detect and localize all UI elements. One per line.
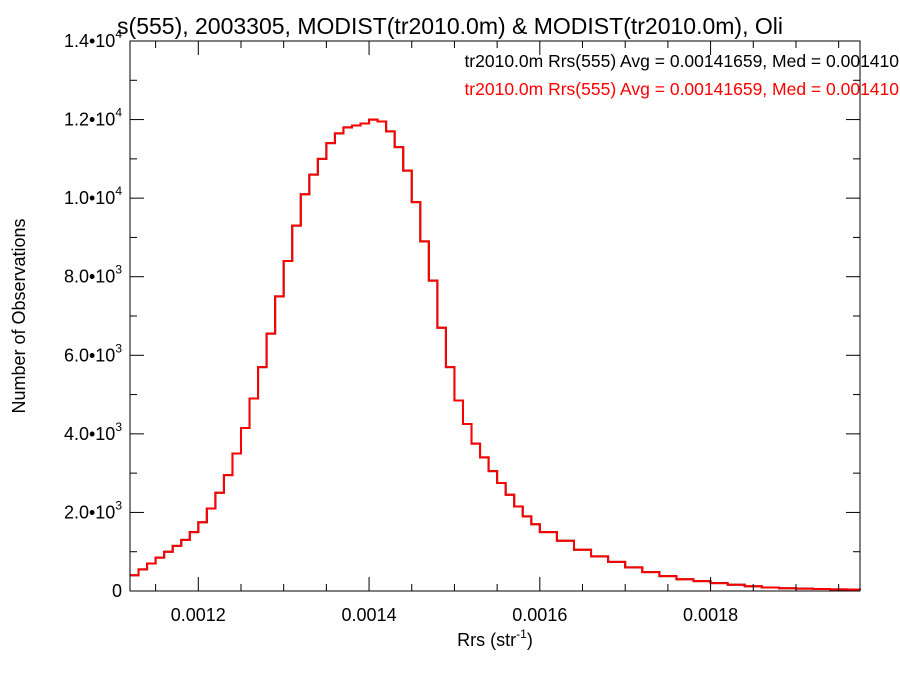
y-tick-label-exponent: 3 [115,498,122,512]
y-tick-label-exponent: 4 [115,184,122,198]
y-tick-label-mantissa: 1.2•10 [64,110,115,130]
y-tick-label: 1.4•104 [64,27,122,51]
x-tick-label: 0.0018 [683,605,738,625]
y-tick-label: 2.0•103 [64,498,122,522]
y-tick-label-exponent: 3 [115,420,122,434]
x-tick-label: 0.0016 [512,605,567,625]
x-tick-label: 0.0012 [171,605,226,625]
x-axis-label-superscript: -1 [516,627,527,641]
y-axis: 02.0•1034.0•1036.0•1038.0•1031.0•1041.2•… [64,27,860,601]
x-tick-label: 0.0014 [342,605,397,625]
series-line-black [130,118,861,591]
y-tick-label: 1.0•104 [64,184,122,208]
y-tick-label-exponent: 4 [115,27,122,41]
plot-area [130,118,861,591]
y-tick-label: 1.2•104 [64,106,122,130]
legend-entry-black: tr2010.0m Rrs(555) Avg = 0.00141659, Med… [464,51,899,71]
legend-entry-red: tr2010.0m Rrs(555) Avg = 0.00141659, Med… [464,79,899,99]
y-axis-label: Number of Observations [9,218,29,413]
chart-title: s(555), 2003305, MODIST(tr2010.0m) & MOD… [117,13,783,39]
y-tick-label-mantissa: 1.0•10 [64,188,115,208]
x-axis-label-close: ) [527,630,533,650]
y-tick-label-mantissa: 2.0•10 [64,502,115,522]
y-tick-label-mantissa: 0 [112,581,122,601]
legend: tr2010.0m Rrs(555) Avg = 0.00141659, Med… [464,51,899,99]
x-axis-label: Rrs (str-1) [457,627,533,650]
y-tick-label-mantissa: 8.0•10 [64,267,115,287]
y-tick-label-exponent: 3 [115,263,122,277]
y-tick-label-mantissa: 6.0•10 [64,345,115,365]
x-axis-label-text: Rrs (str [457,630,516,650]
y-tick-label-mantissa: 4.0•10 [64,424,115,444]
y-tick-label-exponent: 3 [115,341,122,355]
y-tick-label-mantissa: 1.4•10 [64,31,115,51]
y-tick-label: 4.0•103 [64,420,122,444]
y-tick-label: 8.0•103 [64,263,122,287]
y-tick-label: 0 [112,581,122,601]
y-tick-label-exponent: 4 [115,106,122,120]
x-axis: 0.0012 0.0014 0.0016 0.0018 [155,41,840,625]
y-tick-label: 6.0•103 [64,341,122,365]
plot-frame [129,40,861,592]
series-line-red [130,118,861,591]
